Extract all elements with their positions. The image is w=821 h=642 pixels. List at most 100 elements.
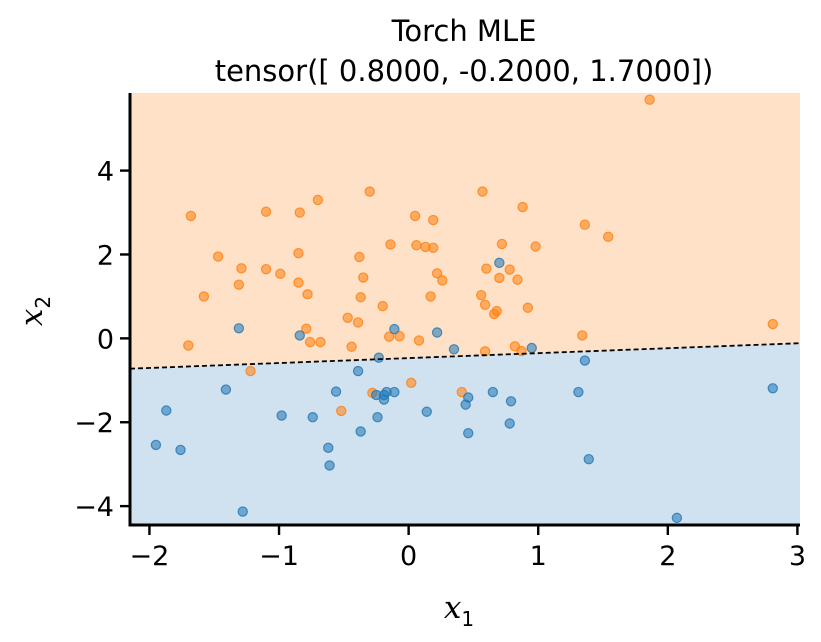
data-point-series-0 (233, 279, 245, 290)
data-point-series-0 (644, 94, 655, 105)
data-point-series-0 (456, 386, 467, 398)
region-above (130, 93, 800, 369)
data-point-series-1 (150, 439, 162, 451)
data-point-series-0 (358, 272, 369, 283)
data-point-series-1 (233, 323, 245, 334)
y-axis-label-main: x (14, 308, 50, 326)
x-axis-ticks: −2 −1 0 1 2 3 (130, 525, 806, 572)
data-point-series-0 (260, 206, 272, 217)
y-tick-label: −2 (74, 408, 114, 439)
data-point-series-1 (389, 323, 400, 335)
data-point-series-0 (185, 210, 197, 222)
chart-title: Torch MLE (391, 14, 537, 48)
data-point-series-1 (448, 344, 460, 355)
data-point-series-0 (413, 335, 425, 346)
x-tick-label: 1 (530, 541, 547, 572)
data-point-series-0 (304, 336, 316, 348)
data-point-series-0 (530, 241, 541, 252)
data-point-series-0 (394, 331, 405, 342)
data-point-series-0 (425, 291, 436, 302)
data-point-series-1 (579, 355, 591, 366)
y-axis-label: x2 (14, 296, 55, 326)
data-point-series-0 (504, 264, 515, 275)
data-point-series-0 (431, 268, 443, 279)
data-point-series-0 (428, 242, 439, 253)
x-tick-label: −1 (259, 541, 299, 572)
data-point-series-1 (573, 386, 584, 398)
data-point-series-1 (220, 384, 232, 395)
data-point-series-0 (302, 289, 313, 300)
data-point-series-1 (276, 410, 287, 421)
x-axis-label-main: x (444, 590, 462, 626)
y-tick-label: −4 (74, 492, 114, 523)
data-point-series-1 (307, 412, 318, 423)
y-tick-label: 0 (97, 324, 114, 355)
data-point-series-1 (494, 257, 505, 269)
data-point-series-1 (421, 406, 432, 417)
data-point-series-1 (460, 399, 471, 410)
x-axis-label: x1 (444, 590, 474, 631)
data-point-series-0 (352, 317, 364, 328)
scatter-points (150, 94, 778, 524)
x-tick-label: 2 (659, 541, 676, 572)
data-point-series-0 (377, 300, 388, 312)
data-point-series-0 (354, 251, 365, 263)
data-point-series-1 (671, 512, 683, 524)
data-point-series-0 (364, 186, 375, 197)
data-point-series-0 (236, 263, 247, 274)
data-point-series-0 (346, 341, 357, 352)
data-point-series-0 (409, 210, 421, 222)
data-point-series-0 (579, 219, 591, 230)
data-point-series-0 (437, 275, 448, 286)
data-point-series-0 (477, 186, 488, 197)
data-point-series-0 (293, 248, 304, 259)
x-tick-label: 3 (789, 541, 806, 572)
x-tick-label: 0 (400, 541, 417, 572)
data-point-series-0 (198, 291, 210, 302)
data-point-series-0 (260, 263, 272, 275)
data-point-series-1 (355, 426, 366, 437)
y-tick-label: 4 (97, 157, 114, 188)
data-point-series-0 (315, 336, 326, 348)
data-point-series-0 (494, 272, 505, 284)
data-point-series-0 (577, 330, 588, 341)
data-point-series-0 (183, 340, 194, 351)
data-point-series-0 (293, 277, 304, 288)
data-point-series-0 (342, 312, 353, 324)
data-point-series-1 (237, 506, 248, 517)
axes (128, 93, 800, 527)
data-point-series-1 (373, 352, 385, 363)
data-point-series-1 (294, 330, 305, 341)
y-axis-label-sub: 2 (31, 296, 55, 309)
x-axis-label-sub: 1 (461, 607, 474, 631)
data-point-series-0 (336, 405, 347, 417)
data-point-series-0 (385, 239, 396, 250)
data-point-series-1 (330, 386, 342, 397)
data-point-series-0 (512, 274, 523, 285)
data-point-series-1 (505, 396, 517, 407)
data-point-series-0 (475, 289, 487, 301)
data-point-series-1 (526, 342, 537, 354)
data-point-series-0 (383, 331, 395, 342)
data-point-series-1 (463, 427, 474, 439)
y-tick-label: 2 (97, 240, 114, 271)
data-point-series-0 (496, 238, 508, 250)
data-point-series-1 (352, 365, 364, 377)
plot-area (130, 93, 800, 525)
data-point-series-0 (479, 299, 491, 311)
y-axis-ticks: −4 −2 0 2 4 (74, 157, 130, 523)
data-point-series-1 (378, 394, 390, 405)
data-point-series-1 (175, 444, 186, 456)
data-point-series-1 (323, 442, 334, 454)
data-point-series-0 (603, 231, 614, 243)
data-point-series-1 (161, 405, 172, 416)
data-point-series-1 (389, 386, 400, 398)
data-point-series-0 (428, 214, 439, 226)
data-point-series-0 (294, 207, 305, 218)
data-point-series-0 (522, 302, 534, 313)
chart-subtitle: tensor([ 0.8000, -0.2000, 1.7000]) (215, 54, 714, 88)
data-point-series-0 (411, 240, 422, 251)
data-point-series-0 (355, 292, 366, 303)
data-point-series-0 (517, 201, 528, 213)
